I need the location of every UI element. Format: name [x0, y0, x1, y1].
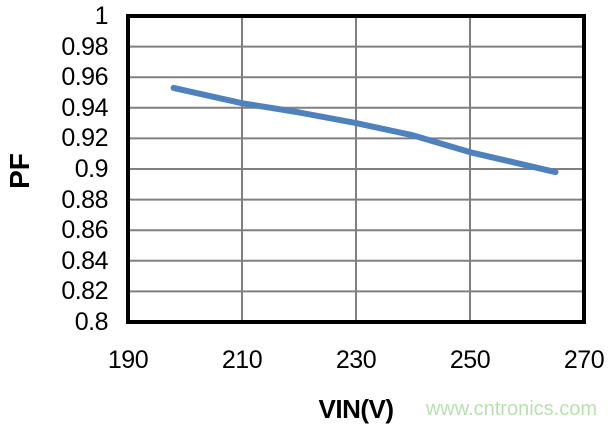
y-tick-label: 0.9 — [74, 155, 109, 183]
y-tick-label: 0.88 — [61, 185, 108, 214]
plot-border — [126, 14, 586, 324]
y-tick-label: 0.98 — [61, 32, 108, 61]
series-line — [170, 84, 559, 176]
x-tick-label: 250 — [449, 346, 491, 374]
x-tick-label: 270 — [563, 346, 605, 374]
y-tick-label: 0.82 — [61, 277, 108, 306]
x-tick-label: 210 — [221, 346, 263, 374]
y-tick-label: 0.8 — [74, 308, 109, 336]
y-tick-label: 0.92 — [61, 124, 108, 153]
x-axis-title: VIN(V) — [318, 394, 395, 424]
x-tick-label: 230 — [335, 346, 377, 374]
y-tick-label: 1 — [94, 2, 109, 30]
x-tick-label: 190 — [107, 346, 149, 374]
watermark: www.cntronics.com — [425, 398, 597, 420]
y-tick-label: 0.86 — [61, 216, 108, 245]
y-tick-label: 0.96 — [61, 63, 108, 92]
y-tick-label: 0.94 — [61, 93, 108, 122]
y-tick-label: 0.84 — [61, 246, 108, 275]
